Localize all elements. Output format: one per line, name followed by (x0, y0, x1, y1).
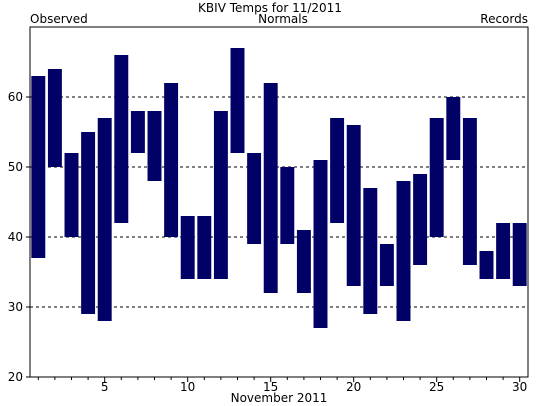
y-tick-label-30: 30 (8, 300, 23, 314)
bar-day-22 (379, 244, 394, 286)
bar-day-5 (97, 118, 112, 321)
x-tick-label-25: 25 (429, 380, 444, 394)
x-axis: 5 10 15 20 25 30 (37, 377, 527, 394)
bar-day-30 (512, 223, 527, 286)
bar-day-9 (164, 83, 179, 237)
bar-day-4 (81, 132, 96, 314)
x-axis-title: November 2011 (231, 391, 328, 405)
x-tick-label-5: 5 (101, 380, 109, 394)
bar-day-15 (263, 83, 278, 293)
bar-day-23 (396, 181, 411, 321)
bar-day-26 (446, 97, 461, 160)
bars (31, 48, 527, 328)
bar-day-3 (64, 153, 79, 237)
x-tick-label-10: 10 (180, 380, 195, 394)
bar-day-2 (47, 69, 62, 167)
chart-title: KBIV Temps for 11/2011 (198, 1, 342, 15)
bar-day-14 (247, 153, 262, 244)
bar-day-12 (213, 111, 228, 279)
legend-normals: Normals (258, 12, 308, 26)
y-tick-label-50: 50 (8, 160, 23, 174)
bar-day-11 (197, 216, 212, 279)
y-tick-label-40: 40 (8, 230, 23, 244)
bar-day-1 (31, 76, 46, 258)
bar-day-6 (114, 55, 129, 223)
x-tick-label-15: 15 (263, 380, 278, 394)
bar-day-17 (296, 230, 311, 293)
bar-day-24 (413, 174, 428, 265)
y-tick-label-60: 60 (8, 90, 23, 104)
y-tick-label-20: 20 (8, 370, 23, 384)
bar-day-20 (346, 125, 361, 286)
grid-lines (30, 96, 528, 308)
bar-day-25 (429, 118, 444, 237)
x-tick-label-20: 20 (346, 380, 361, 394)
bar-day-18 (313, 160, 328, 328)
bar-day-10 (180, 216, 195, 279)
bar-day-28 (479, 251, 494, 279)
bar-day-27 (462, 118, 477, 265)
bar-day-13 (230, 48, 245, 153)
bar-day-16 (280, 167, 295, 244)
bar-day-21 (363, 188, 378, 314)
bar-day-29 (496, 223, 511, 279)
x-tick-label-30: 30 (512, 380, 527, 394)
y-axis: 20 30 40 50 60 (8, 90, 30, 384)
bar-day-19 (330, 118, 345, 223)
legend-observed: Observed (30, 12, 88, 26)
plot-area-frame (29, 26, 529, 378)
bar-day-8 (147, 111, 162, 181)
bar-day-7 (130, 111, 145, 153)
legend-records: Records (480, 12, 528, 26)
